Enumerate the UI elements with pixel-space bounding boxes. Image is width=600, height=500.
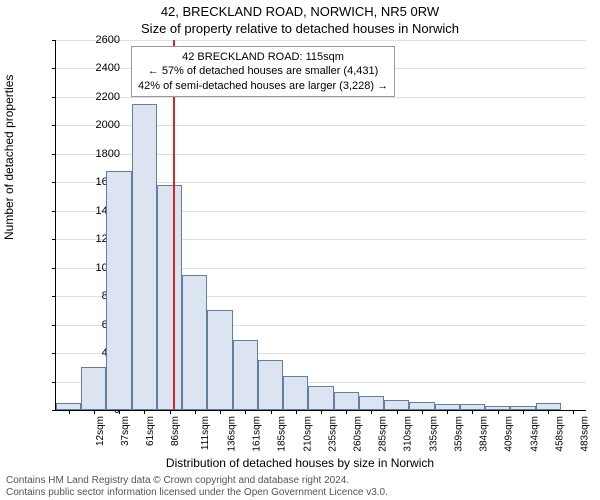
x-tick-label: 86sqm xyxy=(170,416,181,446)
histogram-bar xyxy=(460,404,485,410)
x-tick-label: 260sqm xyxy=(353,416,364,452)
y-tick-label: 1800 xyxy=(56,148,120,160)
y-axis-label: Number of detached properties xyxy=(2,75,16,240)
x-tick-mark xyxy=(195,410,196,414)
y-tick-label: 2400 xyxy=(56,62,120,74)
gridline xyxy=(56,97,586,98)
histogram-bar xyxy=(409,402,434,410)
annotation-line2: ← 57% of detached houses are smaller (4,… xyxy=(138,64,388,78)
x-axis-label: Distribution of detached houses by size … xyxy=(0,456,600,470)
x-tick-label: 384sqm xyxy=(479,416,490,452)
histogram-bar xyxy=(56,403,81,410)
x-tick-mark xyxy=(296,410,297,414)
gridline xyxy=(56,40,586,41)
x-tick-mark xyxy=(346,410,347,414)
x-tick-mark xyxy=(472,410,473,414)
annotation-line3: 42% of semi-detached houses are larger (… xyxy=(138,79,388,93)
chart-container: 42, BRECKLAND ROAD, NORWICH, NR5 0RW Siz… xyxy=(0,0,600,500)
annotation-box: 42 BRECKLAND ROAD: 115sqm ← 57% of detac… xyxy=(131,46,395,97)
x-tick-label: 136sqm xyxy=(226,416,237,452)
histogram-bar xyxy=(233,340,258,410)
x-tick-label: 161sqm xyxy=(252,416,263,452)
x-tick-label: 111sqm xyxy=(200,416,211,450)
x-tick-mark xyxy=(573,410,574,414)
histogram-bar xyxy=(308,386,333,410)
x-tick-label: 335sqm xyxy=(428,416,439,452)
histogram-bar xyxy=(157,185,182,410)
x-tick-label: 434sqm xyxy=(529,416,540,452)
histogram-bar xyxy=(334,392,359,411)
histogram-bar xyxy=(81,367,106,410)
x-tick-mark xyxy=(548,410,549,414)
x-tick-mark xyxy=(447,410,448,414)
y-tick-label: 2200 xyxy=(56,91,120,103)
chart-title-line1: 42, BRECKLAND ROAD, NORWICH, NR5 0RW xyxy=(0,4,600,19)
x-tick-mark xyxy=(422,410,423,414)
x-tick-label: 458sqm xyxy=(554,416,565,452)
footer-line1: Contains HM Land Registry data © Crown c… xyxy=(6,475,349,486)
histogram-bar xyxy=(435,404,460,410)
x-tick-mark xyxy=(220,410,221,414)
x-tick-label: 310sqm xyxy=(403,416,414,452)
x-tick-label: 185sqm xyxy=(277,416,288,452)
histogram-bar xyxy=(106,171,131,410)
histogram-bar xyxy=(536,403,561,410)
x-tick-mark xyxy=(170,410,171,414)
x-tick-label: 483sqm xyxy=(580,416,591,452)
x-tick-label: 359sqm xyxy=(454,416,465,452)
x-tick-mark xyxy=(144,410,145,414)
x-tick-mark xyxy=(245,410,246,414)
x-tick-label: 235sqm xyxy=(327,416,338,452)
y-tick-label: 2000 xyxy=(56,119,120,131)
x-tick-label: 409sqm xyxy=(504,416,515,452)
x-tick-mark xyxy=(321,410,322,414)
y-tick-label: 2600 xyxy=(56,34,120,46)
footer-line2: Contains public sector information licen… xyxy=(6,487,388,498)
x-tick-mark xyxy=(498,410,499,414)
histogram-bar xyxy=(510,406,535,410)
histogram-bar xyxy=(258,360,283,410)
x-tick-label: 61sqm xyxy=(145,416,156,446)
histogram-bar xyxy=(132,104,157,410)
annotation-line1: 42 BRECKLAND ROAD: 115sqm xyxy=(138,50,388,64)
x-tick-label: 37sqm xyxy=(120,416,131,446)
x-tick-mark xyxy=(371,410,372,414)
x-tick-label: 285sqm xyxy=(378,416,389,452)
x-tick-label: 210sqm xyxy=(302,416,313,452)
plot-area: 42 BRECKLAND ROAD: 115sqm ← 57% of detac… xyxy=(55,40,586,411)
histogram-bar xyxy=(384,400,409,410)
histogram-bar xyxy=(359,396,384,410)
x-tick-mark xyxy=(397,410,398,414)
histogram-bar xyxy=(182,275,207,410)
histogram-bar xyxy=(485,406,510,410)
x-tick-mark xyxy=(271,410,272,414)
x-tick-mark xyxy=(523,410,524,414)
x-tick-label: 12sqm xyxy=(95,416,106,446)
histogram-bar xyxy=(207,310,232,410)
histogram-bar xyxy=(283,376,308,410)
